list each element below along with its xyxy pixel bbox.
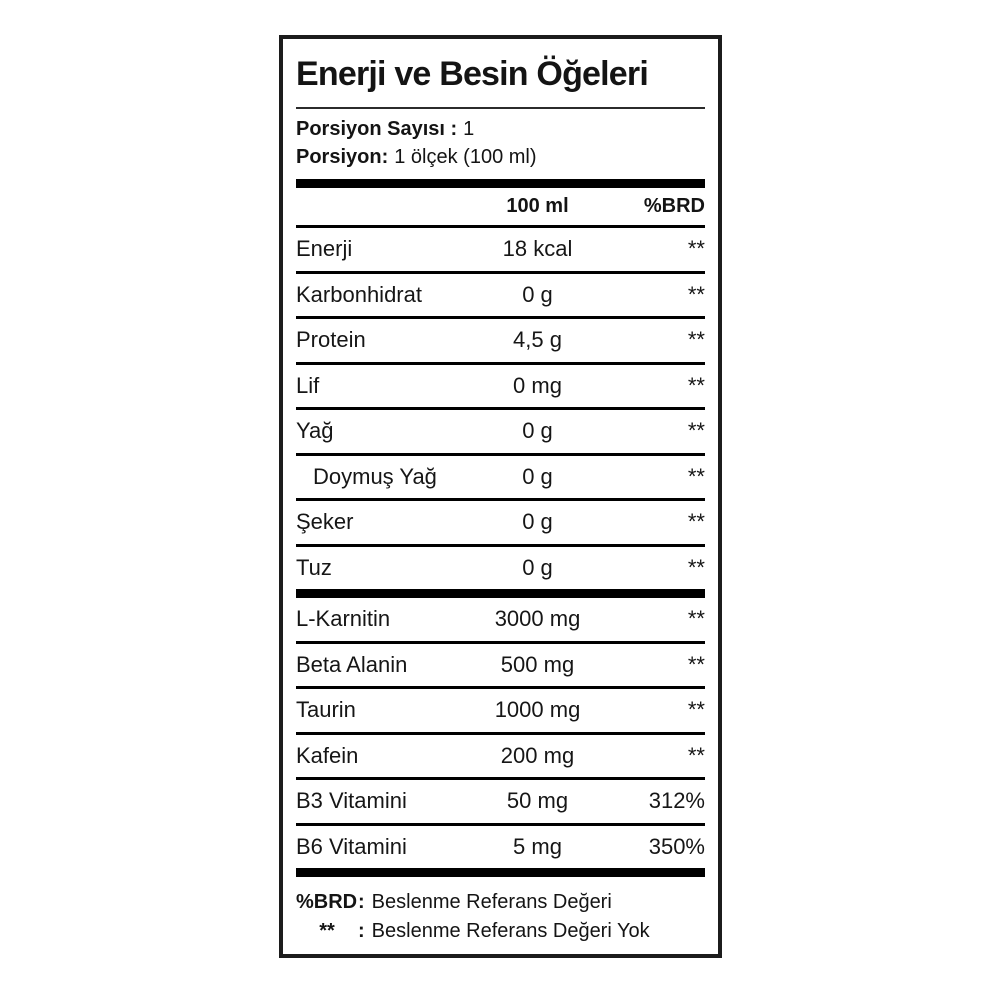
nutrient-brd: **: [687, 463, 705, 489]
nutrient-amount: 0 g: [522, 463, 553, 489]
nutrient-amount: 3000 mg: [494, 606, 581, 632]
brd-column-header: %BRD: [643, 195, 705, 217]
nutrient-name: Tuz: [296, 554, 332, 580]
nutrient-amount: 18 kcal: [502, 236, 573, 262]
header-divider: [296, 225, 705, 228]
footnote-brd-text: Beslenme Referans Değeri: [371, 891, 612, 913]
footnote-brd-separator: :: [358, 891, 365, 913]
table-row: Doymuş Yağ 0 g **: [296, 456, 705, 501]
serving-size-label: Porsiyon:: [296, 146, 389, 168]
nutrient-brd: **: [687, 742, 705, 768]
nutrient-name: Beta Alanin: [296, 651, 408, 677]
nutrient-amount: 1000 mg: [494, 697, 581, 723]
nutrient-rows-section: Enerji 18 kcal ** Karbonhidrat 0 g ** Pr…: [296, 228, 705, 589]
footnote-brd-term: %BRD: [296, 891, 358, 913]
nutrient-brd: **: [687, 236, 705, 262]
nutrient-name: L-Karnitin: [296, 606, 391, 632]
table-header-row: 100 ml %BRD: [296, 188, 705, 225]
nutrient-amount: 0 mg: [513, 372, 562, 398]
nutrient-amount: 200 mg: [500, 742, 575, 768]
nutrient-brd: 350%: [648, 833, 705, 859]
nutrient-brd: **: [687, 418, 705, 444]
table-row: B6 Vitamini 5 mg 350%: [296, 826, 705, 869]
nutrient-name: Kafein: [296, 742, 359, 768]
nutrient-name: B6 Vitamini: [296, 833, 407, 859]
nutrient-brd: **: [687, 509, 705, 535]
section-bar-middle: [296, 589, 705, 598]
table-row: Lif 0 mg **: [296, 365, 705, 410]
active-ingredient-rows-section: L-Karnitin 3000 mg ** Beta Alanin 500 mg…: [296, 598, 705, 868]
nutrient-amount: 4,5 g: [513, 327, 562, 353]
nutrient-brd: 312%: [648, 788, 705, 814]
table-row: Protein 4,5 g **: [296, 319, 705, 365]
footnote-asterisk: **: Beslenme Referans Değeri Yok: [296, 917, 705, 946]
table-row: Enerji 18 kcal **: [296, 228, 705, 274]
nutrient-brd: **: [687, 606, 705, 632]
serving-info: Porsiyon Sayısı :1 Porsiyon: 1 ölçek (100…: [296, 115, 705, 171]
table-row: Karbonhidrat 0 g **: [296, 274, 705, 319]
section-bar-top: [296, 179, 705, 188]
serving-count-line: Porsiyon Sayısı :1: [296, 115, 705, 143]
section-bar-bottom: [296, 868, 705, 877]
nutrient-name: Karbonhidrat: [296, 281, 422, 307]
serving-size-line: Porsiyon: 1 ölçek (100 ml): [296, 143, 705, 171]
table-row: Taurin 1000 mg **: [296, 689, 705, 735]
label-title: Enerji ve Besin Öğeleri: [296, 55, 649, 93]
table-row: Tuz 0 g **: [296, 547, 705, 590]
table-row: L-Karnitin 3000 mg **: [296, 598, 705, 644]
nutrient-brd: **: [687, 651, 705, 677]
nutrient-name: B3 Vitamini: [296, 788, 407, 814]
table-row: Kafein 200 mg **: [296, 735, 705, 780]
title-divider: [296, 107, 705, 109]
nutrient-amount: 5 mg: [513, 833, 562, 859]
nutrient-brd: **: [687, 372, 705, 398]
nutrient-brd: **: [687, 554, 705, 580]
nutrient-amount: 0 g: [522, 418, 553, 444]
footnotes: %BRD: Beslenme Referans Değeri **: Beslenm…: [296, 888, 705, 946]
nutrient-brd: **: [687, 327, 705, 353]
serving-count-value: 1: [463, 118, 475, 140]
serving-count-label: Porsiyon Sayısı :: [296, 118, 458, 140]
nutrient-amount: 0 g: [522, 281, 553, 307]
footnote-asterisk-separator: :: [358, 920, 365, 942]
footnote-asterisk-term: **: [319, 920, 335, 942]
table-row: Şeker 0 g **: [296, 501, 705, 547]
serving-size-value: 1 ölçek (100 ml): [394, 146, 537, 168]
table-row: Yağ 0 g **: [296, 410, 705, 456]
nutrient-amount: 500 mg: [500, 651, 575, 677]
nutrient-amount: 50 mg: [506, 788, 569, 814]
nutrient-name: Doymuş Yağ: [313, 463, 437, 489]
footnote-asterisk-text: Beslenme Referans Değeri Yok: [371, 920, 650, 942]
table-row: B3 Vitamini 50 mg 312%: [296, 780, 705, 826]
nutrient-name: Enerji: [296, 236, 353, 262]
nutrient-amount: 0 g: [522, 554, 553, 580]
amount-column-header: 100 ml: [506, 195, 569, 217]
nutrient-amount: 0 g: [522, 509, 553, 535]
nutrient-name: Lif: [296, 372, 320, 398]
nutrient-name: Protein: [296, 327, 366, 353]
table-row: Beta Alanin 500 mg **: [296, 644, 705, 689]
footnote-brd: %BRD: Beslenme Referans Değeri: [296, 888, 705, 917]
nutrient-name: Şeker: [296, 509, 354, 535]
nutrient-name: Yağ: [296, 418, 334, 444]
nutrition-label: Enerji ve Besin Öğeleri Porsiyon Sayısı …: [279, 35, 722, 958]
nutrient-brd: **: [687, 697, 705, 723]
nutrient-brd: **: [687, 281, 705, 307]
nutrient-name: Taurin: [296, 697, 356, 723]
